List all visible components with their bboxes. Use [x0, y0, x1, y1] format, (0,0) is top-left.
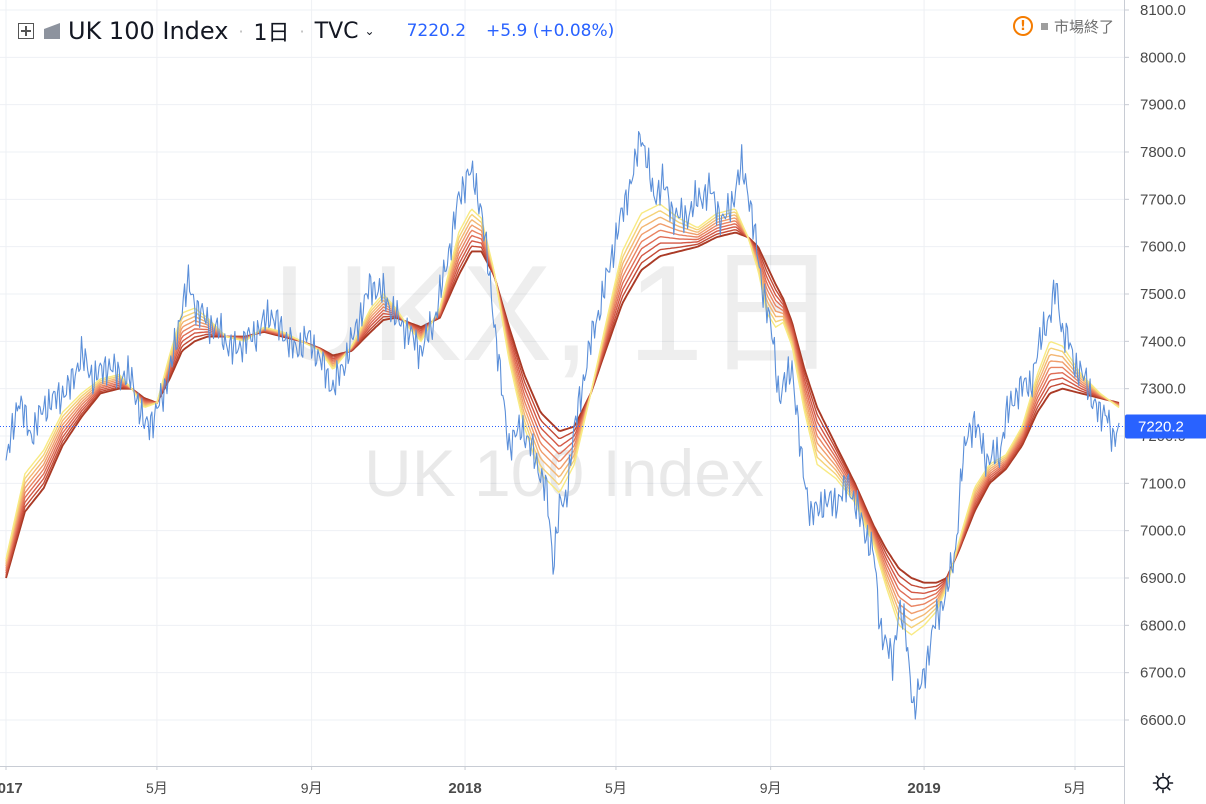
grid-lines: [0, 0, 1124, 766]
ma-line-9: [5, 231, 1120, 584]
price-axis-label: 7300.0: [1140, 381, 1186, 398]
time-axis-label: 9月: [760, 780, 782, 796]
ma-line-5: [5, 220, 1120, 608]
time-axis-label: 5月: [1064, 780, 1086, 796]
ma-line-8: [5, 229, 1120, 589]
ma-line-3: [5, 214, 1120, 622]
price-axis[interactable]: 8100.0 8000.0 7900.0 7800.0 7700.0 7600.0 7500…: [1124, 0, 1186, 804]
settings-gear-icon[interactable]: [1152, 772, 1174, 794]
market-status[interactable]: ! 市場終了: [1012, 14, 1114, 38]
time-axis-label: 5月: [146, 780, 168, 796]
last-price: 7220.2: [406, 21, 467, 41]
time-axis-label: 2019: [907, 780, 940, 797]
price-axis-label: 7100.0: [1140, 475, 1186, 492]
ma-line-1: [5, 203, 1120, 636]
price-axis-label: 7600.0: [1140, 239, 1186, 256]
last-price-badge-label: 7220.2: [1138, 418, 1184, 435]
time-axis[interactable]: 2017 5月 9月 2018 5月 9月 2019 5月: [0, 766, 1124, 797]
watermark-symbol: UKX, 1日: [273, 237, 840, 389]
separator-dot: ·: [299, 21, 305, 41]
last-price-badge-bg: [1125, 414, 1206, 439]
watermark: UKX, 1日 UK 100 Index: [273, 237, 840, 510]
time-axis-label: 2017: [0, 780, 23, 797]
expand-icon[interactable]: [18, 23, 34, 39]
ma-line-7: [5, 226, 1120, 595]
price-series: [5, 131, 1120, 720]
price-change: +5.9 (+0.08%): [486, 21, 615, 41]
price-axis-label: 7900.0: [1140, 97, 1186, 114]
separator-dot: ·: [238, 21, 244, 41]
ma-line-6: [5, 223, 1120, 601]
price-axis-label: 8000.0: [1140, 49, 1186, 66]
price-axis-label: 8100.0: [1140, 2, 1186, 19]
exchange-label[interactable]: TVC: [314, 18, 359, 44]
price-axis-label: 7500.0: [1140, 286, 1186, 303]
price-axis-label: 6600.0: [1140, 712, 1186, 729]
time-axis-label: 5月: [605, 780, 627, 796]
price-axis-label: 6900.0: [1140, 570, 1186, 587]
price-line: [5, 131, 1120, 720]
market-status-label: 市場終了: [1053, 17, 1114, 36]
price-axis-label: 6800.0: [1140, 617, 1186, 634]
chevron-down-icon[interactable]: ⌄: [364, 24, 375, 38]
warning-icon: !: [1012, 16, 1033, 36]
flag-icon: [44, 23, 60, 39]
price-axis-label: 7700.0: [1140, 191, 1186, 208]
price-axis-label: 7000.0: [1140, 523, 1186, 540]
status-dot-icon: [1040, 22, 1048, 30]
time-axis-label: 9月: [301, 780, 323, 796]
symbol-name[interactable]: UK 100 Index: [68, 17, 229, 45]
chart-header: UK 100 Index · 1日 · TVC ⌄ 7220.2 +5.9 (+…: [18, 14, 614, 48]
ma-ribbon: [5, 203, 1120, 636]
ma-line-4: [5, 217, 1120, 615]
watermark-name: UK 100 Index: [364, 436, 764, 510]
time-axis-label: 2018: [448, 780, 481, 797]
price-axis-label: 7800.0: [1140, 144, 1186, 161]
interval-label[interactable]: 1日: [253, 21, 290, 46]
last-price-badge: 7220.2: [1125, 414, 1206, 439]
price-axis-label: 7400.0: [1140, 333, 1186, 350]
price-axis-label: 6700.0: [1140, 665, 1186, 682]
ma-line-2: [5, 210, 1120, 629]
